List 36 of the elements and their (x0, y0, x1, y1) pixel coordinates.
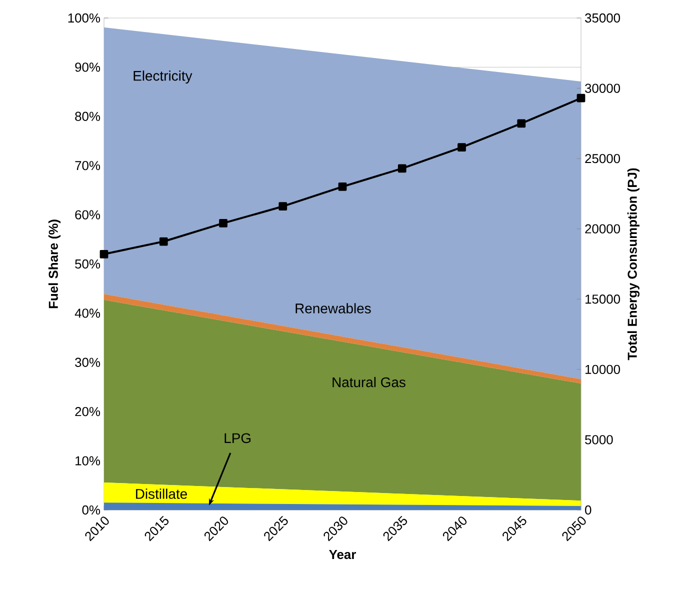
series-label: Distillate (136, 488, 187, 499)
y-tick-label: 60% (75, 210, 100, 220)
series-label: Natural Gas (332, 376, 406, 388)
point (517, 119, 526, 128)
series-label: Renewables (296, 303, 371, 314)
y2-tick-label: 30000 (585, 84, 620, 93)
y-tick-label: 50% (75, 259, 100, 269)
y2-tick-label: 15000 (586, 294, 620, 304)
y-tick-label: 90% (75, 62, 100, 72)
y-tick-label: 80% (75, 112, 100, 121)
y2-tick-label: 20000 (585, 224, 620, 234)
point (398, 164, 406, 173)
y-axis-title: Fuel Share (%) (48, 220, 61, 308)
point (576, 94, 586, 102)
y2-tick-label: 0 (585, 505, 592, 515)
y-tick-label: 70% (75, 161, 100, 170)
point (159, 237, 168, 246)
x-axis-title: Year (329, 550, 356, 560)
y-tick-label: 100% (68, 13, 100, 23)
y2-tick-label: 5000 (585, 435, 613, 444)
y2-tick-label: 10000 (586, 364, 620, 374)
point (458, 143, 466, 152)
point (278, 202, 288, 211)
series-label: Electricity (134, 70, 192, 84)
y-tick-label: 0% (82, 505, 100, 515)
y2-axis-title: Total Energy Consumption (PJ) (627, 168, 640, 360)
y-tick-label: 20% (75, 407, 100, 416)
text: LPG (224, 433, 250, 444)
point (338, 182, 347, 191)
y-tick-label: 40% (74, 308, 100, 318)
point (219, 219, 228, 228)
y2-tick-label: 25000 (585, 154, 620, 164)
point (100, 250, 108, 258)
y2-tick-label: 35000 (585, 13, 620, 23)
y-tick-label: 10% (76, 456, 100, 466)
y-tick-label: 30% (75, 358, 100, 367)
